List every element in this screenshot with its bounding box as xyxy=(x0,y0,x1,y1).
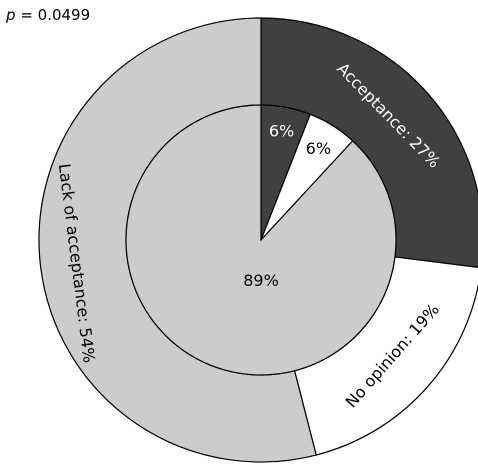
inner-slice-2 xyxy=(125,104,397,376)
outer-ring xyxy=(38,17,478,463)
inner-label-2: 89% xyxy=(243,271,279,290)
inner-pie xyxy=(125,104,397,376)
p-symbol: p xyxy=(6,6,16,24)
p-value-annotation: p = 0.0499 xyxy=(6,6,90,24)
inner-label-1: 6% xyxy=(306,139,331,158)
inner-label-0: 6% xyxy=(269,122,294,141)
p-value: = 0.0499 xyxy=(20,6,91,24)
